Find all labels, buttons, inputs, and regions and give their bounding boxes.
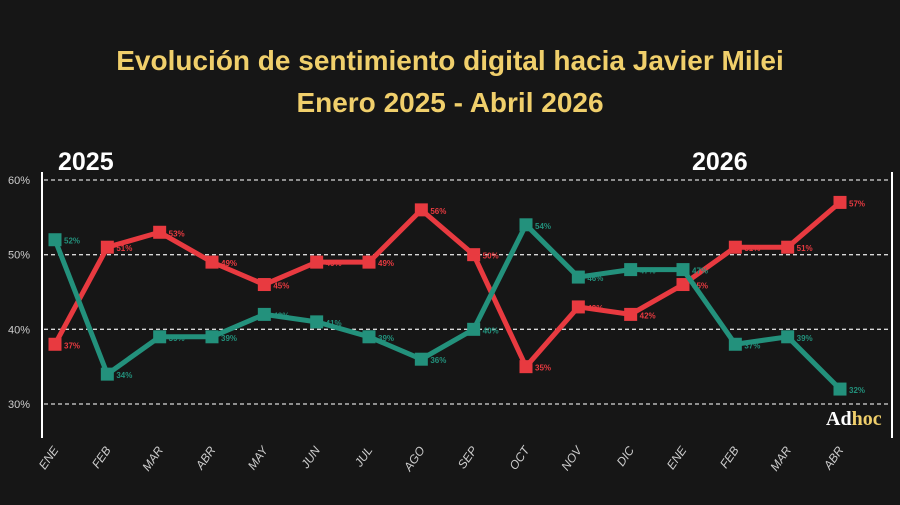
data-label: 49% [378,259,394,268]
data-label: 52% [64,237,80,246]
data-point [153,330,167,344]
data-point [205,255,219,269]
data-point [414,352,428,366]
data-label: 39% [797,334,813,343]
data-label: 39% [169,334,185,343]
data-label: 47% [640,267,656,276]
data-point [624,307,638,321]
data-point [257,307,271,321]
data-point [676,278,690,292]
data-point [571,300,585,314]
data-label: 57% [849,199,865,208]
x-tick-label: NOV [558,443,585,473]
data-label: 51% [116,244,132,253]
year-label-2025: 2025 [58,148,114,176]
data-point [728,240,742,254]
data-label: 56% [430,207,446,216]
x-tick-label: MAR [767,443,794,473]
data-point [624,263,638,277]
data-point [676,263,690,277]
data-label: 50% [483,252,499,261]
data-label: 46% [587,274,603,283]
x-tick-label: OCT [506,442,533,472]
data-point [310,315,324,329]
data-label: 37% [64,341,80,350]
data-point [728,337,742,351]
data-label: 49% [326,259,342,268]
x-tick-label: MAR [139,443,166,473]
x-tick-label: ABR [192,443,218,472]
data-label: 51% [744,244,760,253]
y-tick-label: 40% [8,324,30,336]
data-label: 47% [692,267,708,276]
data-point [467,248,481,262]
x-tick-label: JUN [298,443,324,471]
data-label: 39% [221,334,237,343]
x-tick-label: AGO [400,444,427,475]
data-label: 34% [116,371,132,380]
x-tick-label: MAY [245,443,271,472]
series-line [52,200,842,370]
x-tick-label: DIC [614,443,638,468]
data-point [414,203,428,217]
data-label: 51% [797,244,813,253]
data-point [48,233,62,247]
y-tick-label: 50% [8,250,30,262]
brand-part2: hoc [851,408,882,430]
data-point [100,367,114,381]
brand-logo: Adhoc [826,408,882,431]
data-point [257,278,271,292]
y-tick-label: 60% [8,175,30,187]
data-label: 37% [744,341,760,350]
data-label: 53% [169,229,185,238]
data-label: 36% [430,356,446,365]
data-label: 41% [326,319,342,328]
x-tick-label: ENE [664,443,690,472]
data-point [519,218,533,232]
x-tick-label: JUL [351,444,375,470]
y-tick-label: 30% [8,399,30,411]
data-point [362,255,376,269]
x-tick-label: FEB [89,444,114,471]
data-point [571,270,585,284]
data-point [362,330,376,344]
data-label: 45% [692,282,708,291]
data-point [153,225,167,239]
data-label: 49% [221,259,237,268]
chart-subtitle: Enero 2025 - Abril 2026 [296,87,604,118]
data-label: 42% [273,311,289,320]
data-label: 42% [640,311,656,320]
data-point [48,337,62,351]
data-point [205,330,219,344]
x-tick-label: ENE [36,443,62,472]
data-label: 40% [483,326,499,335]
data-label: 54% [535,222,551,231]
data-point [781,240,795,254]
x-tick-label: SEP [455,444,480,472]
data-point [833,195,847,209]
x-tick-label: ABR [820,443,846,472]
series-line [52,222,842,391]
x-tick-label: FEB [717,444,742,471]
data-point [781,330,795,344]
chart-title-block: Evolución de sentimiento digital hacia J… [0,40,900,124]
data-point [519,360,533,374]
year-label-2026: 2026 [692,148,748,176]
data-label: 45% [273,282,289,291]
data-point [100,240,114,254]
data-label: 32% [849,386,865,395]
data-point [833,382,847,396]
data-label: 43% [587,304,603,313]
chart-title: Evolución de sentimiento digital hacia J… [116,45,784,76]
data-label: 39% [378,334,394,343]
data-label: 35% [535,364,551,373]
brand-part1: Ad [826,408,852,430]
data-point [467,322,481,336]
data-point [310,255,324,269]
